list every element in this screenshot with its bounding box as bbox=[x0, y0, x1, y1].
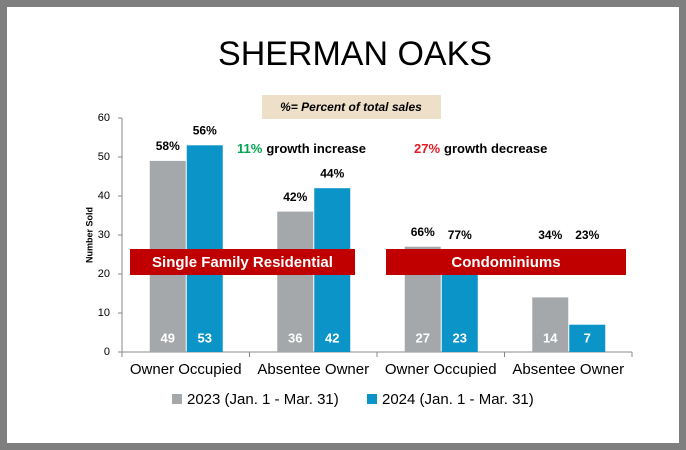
note: %= Percent of total sales bbox=[280, 100, 422, 114]
annotation-highlight: 11% bbox=[237, 141, 263, 156]
percent-label: 56% bbox=[193, 123, 217, 137]
legend-swatch bbox=[367, 394, 377, 404]
y-tick-label: 10 bbox=[98, 307, 110, 319]
bar bbox=[186, 145, 223, 352]
y-tick-label: 0 bbox=[104, 346, 110, 358]
percent-label: 58% bbox=[156, 139, 180, 153]
legend-label: 2024 (Jan. 1 - Mar. 31) bbox=[382, 391, 534, 408]
percent-label: 77% bbox=[448, 228, 472, 242]
annotation: 11% growth increase bbox=[237, 141, 366, 156]
banner-label: Condominiums bbox=[451, 254, 560, 271]
legend-swatch bbox=[172, 394, 182, 404]
annotation-text: growth decrease bbox=[444, 141, 547, 156]
x-tick-label: Owner Occupied bbox=[385, 361, 497, 378]
value-label: 42 bbox=[325, 330, 339, 345]
x-tick-label: Absentee Owner bbox=[512, 361, 624, 378]
percent-label: 34% bbox=[538, 228, 562, 242]
annotation-highlight: 27% bbox=[414, 141, 440, 156]
bar bbox=[441, 262, 478, 352]
value-label: 23 bbox=[453, 330, 467, 345]
value-label: 27 bbox=[416, 330, 430, 345]
x-tick-label: Owner Occupied bbox=[130, 361, 242, 378]
y-tick-label: 50 bbox=[98, 151, 110, 163]
value-label: 36 bbox=[288, 330, 302, 345]
x-tick-label: Absentee Owner bbox=[257, 361, 369, 378]
y-tick-label: 30 bbox=[98, 229, 110, 241]
value-label: 49 bbox=[161, 330, 175, 345]
value-label: 53 bbox=[198, 330, 212, 345]
note-box bbox=[262, 95, 441, 119]
percent-label: 23% bbox=[575, 228, 599, 242]
percent-label: 66% bbox=[411, 225, 435, 239]
annotation: 27% growth decrease bbox=[414, 141, 547, 156]
chart-title: SHERMAN OAKS bbox=[218, 35, 492, 73]
banner bbox=[130, 249, 355, 275]
bar bbox=[532, 297, 569, 352]
y-tick-label: 40 bbox=[98, 190, 110, 202]
legend-label: 2023 (Jan. 1 - Mar. 31) bbox=[187, 391, 339, 408]
bar bbox=[569, 324, 606, 352]
y-axis-label: Number Sold bbox=[84, 207, 94, 263]
value-label: 14 bbox=[543, 330, 558, 345]
banner bbox=[386, 249, 626, 275]
bar bbox=[277, 211, 314, 352]
annotation-text: growth increase bbox=[266, 141, 366, 156]
percent-label: 42% bbox=[283, 190, 307, 204]
y-tick-label: 20 bbox=[98, 268, 110, 280]
value-label: 7 bbox=[584, 330, 591, 345]
banner-label: Single Family Residential bbox=[152, 254, 333, 271]
y-tick-label: 60 bbox=[98, 112, 110, 124]
percent-label: 44% bbox=[320, 166, 344, 180]
